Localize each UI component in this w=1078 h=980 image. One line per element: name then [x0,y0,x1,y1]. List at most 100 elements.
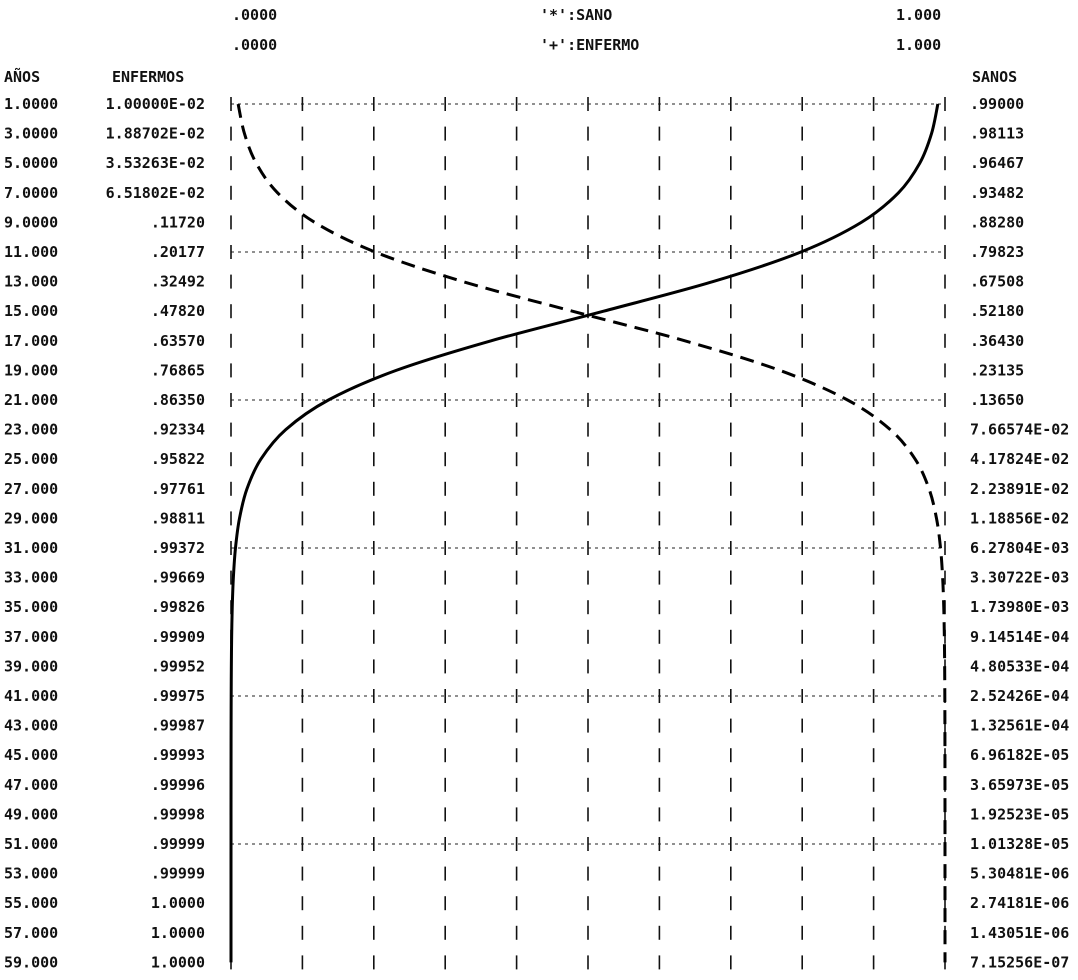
row-sick-value: .95822 [151,450,205,468]
column-header-healthy: SANOS [972,68,1017,86]
row-healthy-value: 2.74181E-06 [970,894,1069,912]
row-sick-value: .99987 [151,717,205,735]
row-year: 21.000 [4,391,58,409]
scale-min-label: .0000 [232,6,277,24]
column-header-years: AÑOS [4,67,40,86]
row-healthy-value: .98113 [970,125,1024,143]
row-year: 49.000 [4,805,58,823]
row-sick-value: .99998 [151,805,205,823]
row-year: 35.000 [4,598,58,616]
row-year: 27.000 [4,480,58,498]
row-year: 17.000 [4,332,58,350]
row-healthy-value: .79823 [970,243,1024,261]
row-year: 43.000 [4,717,58,735]
row-year: 3.0000 [4,125,58,143]
row-sick-value: 3.53263E-02 [106,154,205,172]
row-sick-value: .92334 [151,421,205,439]
row-sick-value: 6.51802E-02 [106,184,205,202]
row-year: 29.000 [4,509,58,527]
row-healthy-value: .23135 [970,361,1024,379]
row-healthy-value: 7.66574E-02 [970,421,1069,439]
row-healthy-value: 3.65973E-05 [970,776,1069,794]
row-year: 1.0000 [4,95,58,113]
row-year: 55.000 [4,894,58,912]
row-year: 9.0000 [4,213,58,231]
data-rows: 1.0000 1.00000E-02 .99000 3.0000 1.88702E-02… [4,95,1069,971]
row-sick-value: .99996 [151,776,205,794]
row-sick-value: 1.0000 [151,894,205,912]
row-healthy-value: 1.01328E-05 [970,835,1069,853]
row-year: 13.000 [4,273,58,291]
plot-curves [229,103,947,963]
row-year: 39.000 [4,657,58,675]
row-year: 37.000 [4,628,58,646]
row-healthy-value: 1.32561E-04 [970,717,1069,735]
row-sick-value: .47820 [151,302,205,320]
row-healthy-value: 6.96182E-05 [970,746,1069,764]
legend-sano: '*':SANO [540,6,612,24]
row-healthy-value: 1.18856E-02 [970,509,1069,527]
row-sick-value: .11720 [151,213,205,231]
row-year: 41.000 [4,687,58,705]
row-sick-value: 1.88702E-02 [106,125,205,143]
row-sick-value: .97761 [151,480,205,498]
plot-grid [230,97,946,970]
column-header-sick: ENFERMOS [112,68,184,86]
row-sick-value: .99372 [151,539,205,557]
row-healthy-value: 7.15256E-07 [970,953,1069,971]
row-sick-value: .99993 [151,746,205,764]
row-year: 15.000 [4,302,58,320]
row-year: 5.0000 [4,154,58,172]
row-sick-value: .99826 [151,598,205,616]
series-enfermo-line [236,103,947,963]
row-sick-value: 1.00000E-02 [106,95,205,113]
row-healthy-value: 2.23891E-02 [970,480,1069,498]
row-sick-value: .76865 [151,361,205,379]
row-year: 59.000 [4,953,58,971]
row-sick-value: .32492 [151,273,205,291]
row-year: 11.000 [4,243,58,261]
scale-min-label: .0000 [232,36,277,54]
row-sick-value: 1.0000 [151,924,205,942]
row-healthy-value: .13650 [970,391,1024,409]
row-healthy-value: 2.52426E-04 [970,687,1069,705]
row-healthy-value: 3.30722E-03 [970,569,1069,587]
row-sick-value: .99952 [151,657,205,675]
row-year: 19.000 [4,361,58,379]
row-year: 25.000 [4,450,58,468]
row-healthy-value: 5.30481E-06 [970,865,1069,883]
row-year: 51.000 [4,835,58,853]
legend-enfermo: '+':ENFERMO [540,36,639,54]
row-sick-value: .99999 [151,865,205,883]
row-healthy-value: .96467 [970,154,1024,172]
row-sick-value: .20177 [151,243,205,261]
scale-max-label: 1.000 [896,6,941,24]
row-healthy-value: .52180 [970,302,1024,320]
row-year: 47.000 [4,776,58,794]
row-healthy-value: 1.43051E-06 [970,924,1069,942]
row-healthy-value: 4.17824E-02 [970,450,1069,468]
row-healthy-value: 4.80533E-04 [970,657,1069,675]
row-healthy-value: 1.92523E-05 [970,805,1069,823]
row-healthy-value: 6.27804E-03 [970,539,1069,557]
row-year: 53.000 [4,865,58,883]
row-sick-value: .99909 [151,628,205,646]
series-sano-line [229,103,940,963]
scale-max-label: 1.000 [896,36,941,54]
row-year: 7.0000 [4,184,58,202]
row-healthy-value: 9.14514E-04 [970,628,1069,646]
row-year: 45.000 [4,746,58,764]
row-sick-value: .99999 [151,835,205,853]
row-sick-value: .99669 [151,569,205,587]
row-healthy-value: .99000 [970,95,1024,113]
row-healthy-value: .93482 [970,184,1024,202]
row-year: 33.000 [4,569,58,587]
row-sick-value: .99975 [151,687,205,705]
row-year: 57.000 [4,924,58,942]
row-sick-value: .63570 [151,332,205,350]
row-sick-value: 1.0000 [151,953,205,971]
row-sick-value: .86350 [151,391,205,409]
row-healthy-value: .36430 [970,332,1024,350]
row-healthy-value: 1.73980E-03 [970,598,1069,616]
row-healthy-value: .67508 [970,273,1024,291]
